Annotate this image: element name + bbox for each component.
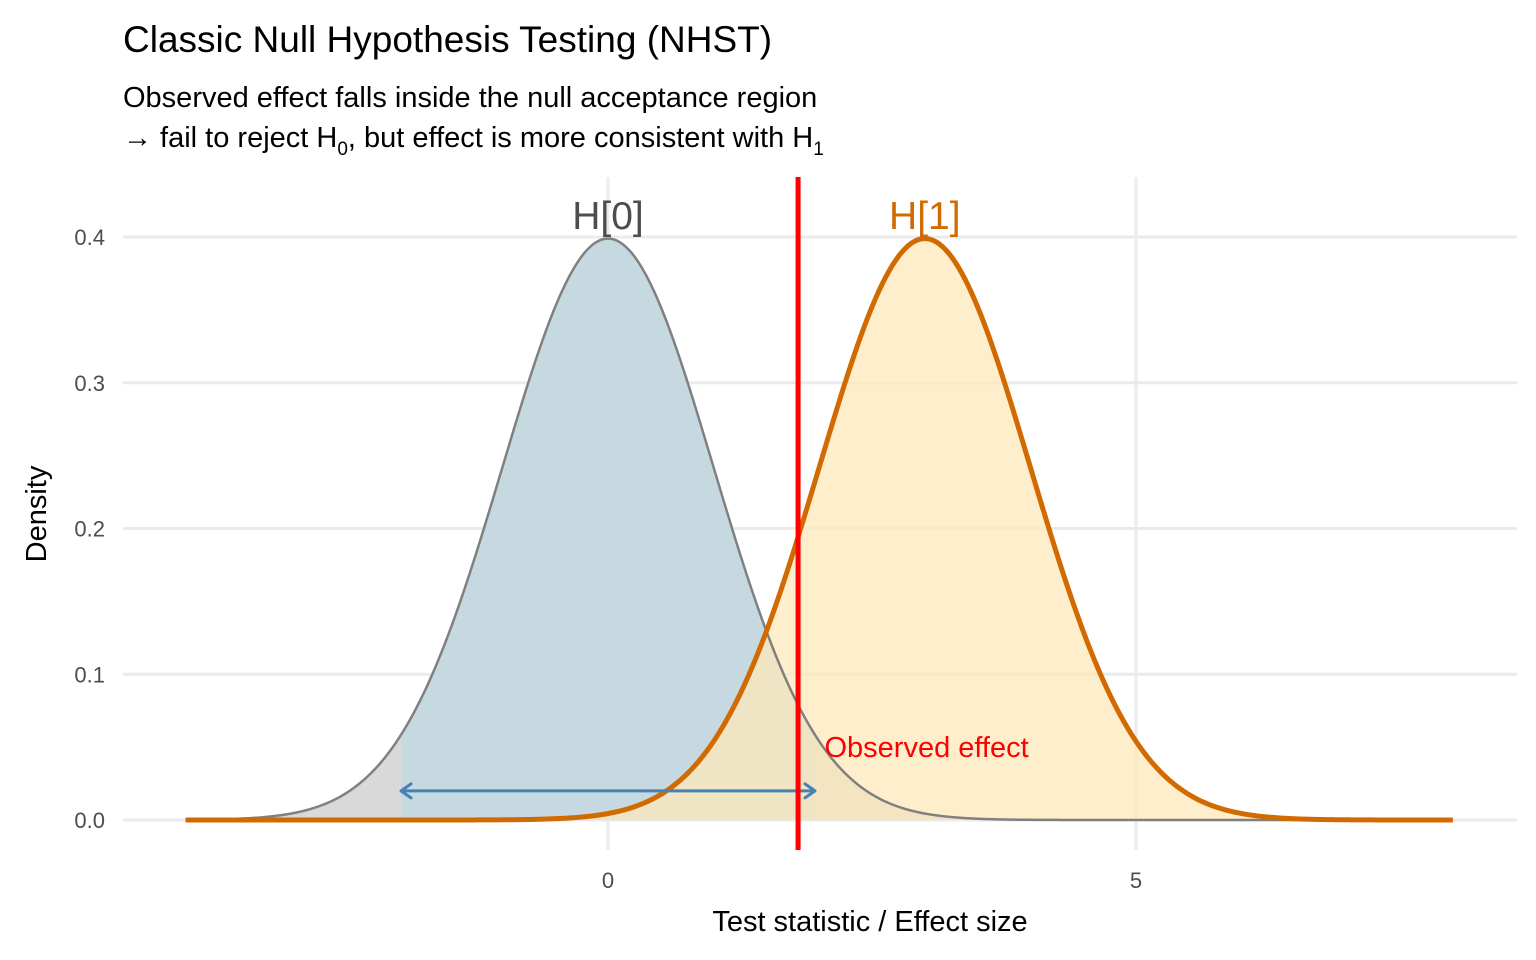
h0-acceptance-area [401, 238, 815, 821]
y-axis-ticks: 0.0 0.1 0.2 0.3 0.4 [74, 225, 105, 833]
h1-area [185, 238, 1453, 821]
y-tick-label-2: 0.2 [74, 517, 105, 542]
x-tick-label-1: 5 [1130, 868, 1142, 893]
arrow-head-right [803, 782, 817, 800]
density-curves [185, 236, 1453, 823]
curve-label-h0: H[0] [572, 195, 644, 238]
curve-label-h1: H[1] [889, 195, 961, 238]
chart-subtitle-line2: → fail to reject H0, but effect is more … [123, 122, 824, 160]
y-tick-label-0: 0.0 [74, 808, 105, 833]
h0-left-tail-area [185, 734, 402, 820]
x-axis-title: Test statistic / Effect size [712, 906, 1027, 938]
h0-density-line [185, 237, 1453, 822]
acceptance-region-arrow [399, 782, 817, 800]
y-axis-title: Density [21, 465, 53, 562]
subtitle-part-middle: , but effect is more consistent with H [348, 122, 813, 154]
curve-labels: H[0] H[1] Observed effect [572, 195, 1028, 764]
x-tick-label-0: 0 [602, 868, 614, 893]
y-tick-label-4: 0.4 [74, 225, 105, 250]
y-tick-label-3: 0.3 [74, 371, 105, 396]
observed-effect-label: Observed effect [824, 732, 1028, 764]
y-tick-label-1: 0.1 [74, 662, 105, 687]
density-areas [185, 238, 1453, 821]
subtitle-subscript-0: 0 [337, 139, 348, 160]
subtitle-subscript-1: 1 [813, 139, 824, 160]
chart-subtitle-line1: Observed effect falls inside the null ac… [123, 82, 817, 114]
subtitle-part-prefix: → fail to reject H [123, 122, 337, 154]
chart-title: Classic Null Hypothesis Testing (NHST) [123, 19, 772, 60]
h1-density-line [185, 236, 1453, 823]
arrow-head-left [399, 782, 413, 800]
